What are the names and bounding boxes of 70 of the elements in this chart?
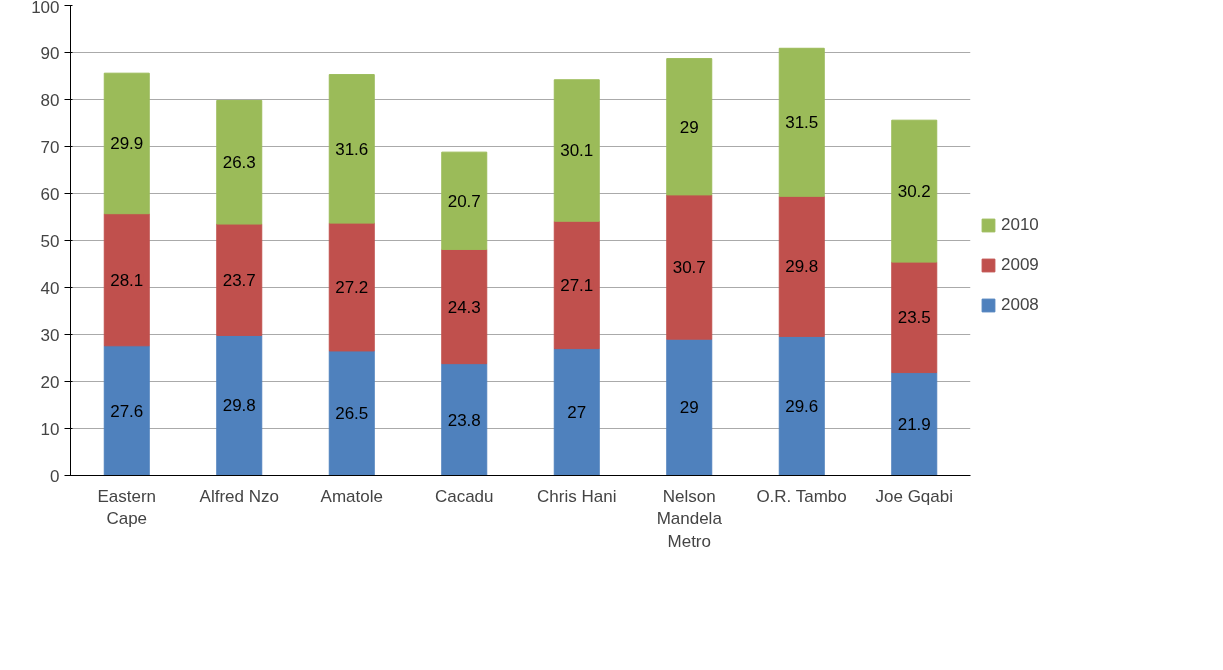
- bar: [328, 350, 375, 476]
- data-label: 23.7: [222, 270, 256, 290]
- bar: [778, 47, 825, 197]
- bar: [553, 348, 600, 476]
- data-label: 28.1: [110, 270, 144, 290]
- bar: [441, 363, 488, 476]
- y-tick-label: 100: [31, 0, 60, 17]
- data-label: 29.6: [785, 396, 819, 416]
- data-label: 30.2: [897, 182, 931, 202]
- data-label: 23.5: [897, 308, 931, 328]
- bar: [216, 99, 263, 225]
- x-tick-label: Cacadu: [434, 486, 494, 506]
- bar: [103, 345, 150, 476]
- bar: [891, 261, 938, 374]
- x-tick-label: Chris Hani: [537, 486, 617, 506]
- data-label: 23.8: [447, 410, 481, 430]
- data-label: 31.5: [785, 113, 819, 133]
- bar: [328, 222, 375, 352]
- y-tick-label: 60: [40, 184, 60, 204]
- y-tick-label: 0: [50, 466, 60, 486]
- y-tick-label: 80: [40, 90, 60, 110]
- data-label: 29.8: [785, 257, 819, 277]
- data-label: 30.1: [560, 141, 594, 161]
- bar: [216, 334, 263, 476]
- bar: [441, 248, 488, 365]
- data-label: 20.7: [447, 191, 481, 211]
- data-label: 27.1: [560, 275, 594, 295]
- x-tick-label: Nelson Mandela Metro: [656, 486, 723, 552]
- bar: [891, 372, 938, 476]
- legend-label: 2010: [1001, 215, 1039, 235]
- y-tick-label: 50: [40, 231, 60, 251]
- bar: [553, 220, 600, 350]
- y-tick-label: 10: [40, 419, 60, 439]
- data-label: 27.2: [335, 278, 369, 298]
- data-label: 26.5: [335, 404, 369, 424]
- bar: [216, 223, 263, 336]
- data-label: 29.9: [110, 134, 144, 154]
- data-label: 29.8: [222, 396, 256, 416]
- data-label: 27: [567, 403, 587, 423]
- x-tick-label: Joe Gqabi: [875, 486, 953, 506]
- data-label: 31.6: [335, 139, 369, 159]
- bar: [328, 74, 375, 224]
- x-tick-label: Eastern Cape: [97, 486, 157, 529]
- data-label: 29: [679, 117, 699, 137]
- x-tick-label: O.R. Tambo: [756, 486, 847, 506]
- data-label: 21.9: [897, 415, 931, 435]
- bar: [441, 151, 488, 250]
- bar: [666, 338, 713, 476]
- y-tick-label: 20: [40, 372, 60, 392]
- bar: [891, 119, 938, 263]
- y-tick-label: 40: [40, 278, 60, 298]
- bar: [778, 335, 825, 476]
- bar: [666, 194, 713, 340]
- bar: [103, 72, 150, 215]
- x-tick-label: Alfred Nzo: [199, 486, 279, 506]
- data-label: 30.7: [672, 258, 706, 278]
- data-label: 24.3: [447, 297, 481, 317]
- data-label: 29: [679, 398, 699, 418]
- bar: [778, 195, 825, 337]
- data-label: 26.3: [222, 153, 256, 173]
- y-tick-label: 70: [40, 137, 60, 157]
- x-tick-label: Amatole: [320, 486, 383, 506]
- y-tick-label: 90: [40, 43, 60, 63]
- legend-label: 2009: [1001, 255, 1039, 275]
- bar: [666, 58, 713, 196]
- legend-label: 2008: [1001, 295, 1039, 315]
- y-tick-label: 30: [40, 325, 60, 345]
- bar: [103, 213, 150, 347]
- bar: [553, 79, 600, 222]
- data-label: 27.6: [110, 401, 144, 421]
